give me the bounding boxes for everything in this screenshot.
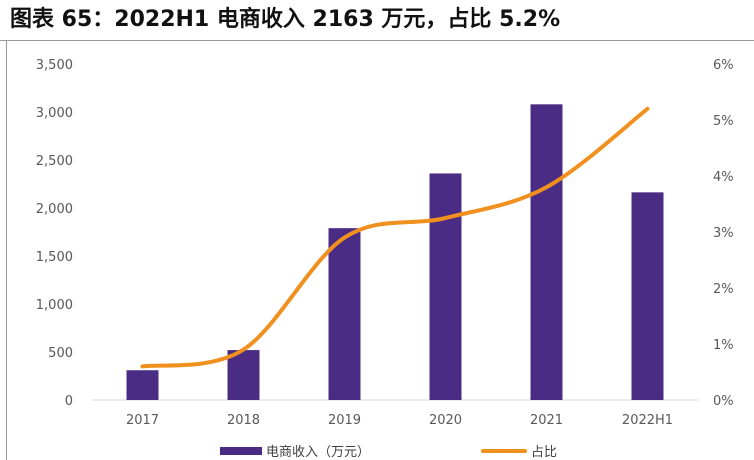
y-right-tick-label: 4% xyxy=(713,170,734,185)
y-left-tick-label: 3,000 xyxy=(36,106,73,121)
x-tick-label: 2022H1 xyxy=(622,413,673,428)
bar xyxy=(530,104,563,400)
axes: 0 500 1,000 1,500 2,000 2,500 3,000 3,500 0% 1% 2%… xyxy=(36,58,734,428)
y-right-tick-label: 5% xyxy=(713,114,734,129)
y-left-tick-label: 500 xyxy=(48,346,73,361)
bar-series xyxy=(126,104,664,400)
x-tick-label: 2017 xyxy=(126,413,159,428)
legend-bar-label: 电商收入（万元） xyxy=(266,445,370,460)
y-left-tick-label: 2,500 xyxy=(36,154,73,169)
line-series xyxy=(140,106,650,369)
title-divider xyxy=(0,40,754,41)
y-right-tick-label: 1% xyxy=(713,338,734,353)
bar xyxy=(328,228,361,400)
legend: 电商收入（万元） 占比 xyxy=(220,445,557,460)
left-border xyxy=(6,40,7,460)
x-tick-label: 2019 xyxy=(328,413,361,428)
y-right-tick-label: 6% xyxy=(713,58,734,73)
share-line xyxy=(140,106,650,369)
legend-line-label: 占比 xyxy=(531,445,557,460)
y-right-tick-label: 3% xyxy=(713,226,734,241)
y-right-tick-label: 0% xyxy=(713,394,734,409)
legend-bar-swatch xyxy=(220,447,262,455)
y-right-tick-label: 2% xyxy=(713,282,734,297)
y-left-tick-label: 3,500 xyxy=(36,58,73,73)
bar xyxy=(126,370,159,400)
y-left-tick-label: 1,000 xyxy=(36,298,73,313)
x-tick-label: 2020 xyxy=(429,413,462,428)
x-tick-label: 2018 xyxy=(227,413,260,428)
y-left-tick-label: 0 xyxy=(65,394,73,409)
bar xyxy=(227,350,260,400)
chart-title: 图表 65：2022H1 电商收入 2163 万元，占比 5.2% xyxy=(10,7,561,32)
y-left-tick-label: 1,500 xyxy=(36,250,73,265)
y-left-tick-label: 2,000 xyxy=(36,202,73,217)
bar xyxy=(631,192,664,400)
x-tick-label: 2021 xyxy=(530,413,563,428)
bar xyxy=(429,173,462,400)
